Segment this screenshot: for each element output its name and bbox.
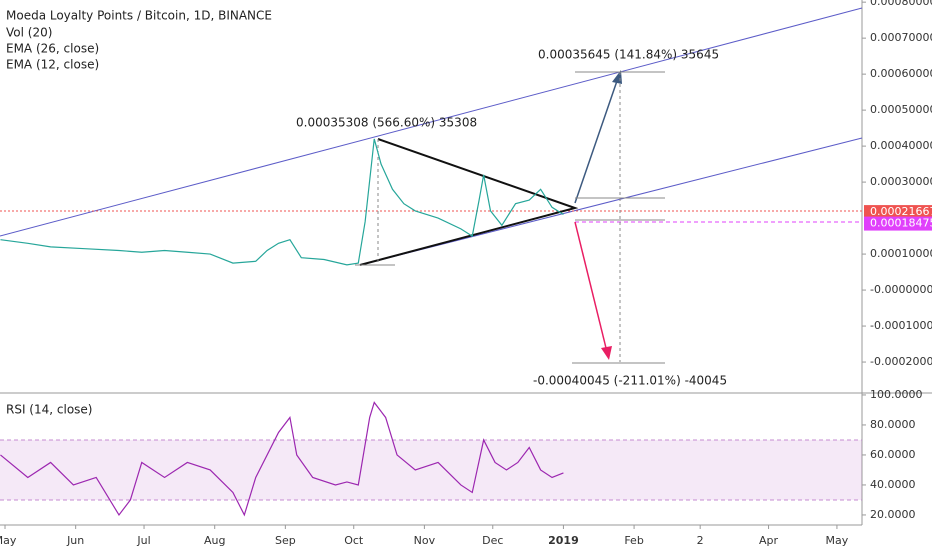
y-tick-label: 0.00050000: [870, 103, 932, 116]
triangle: [359, 138, 579, 266]
arrow: [574, 221, 608, 353]
x-tick-label: 2: [697, 534, 704, 547]
y-tick-label: -0.00000000: [870, 283, 932, 296]
arrow: [574, 77, 619, 204]
x-tick-label: Apr: [759, 534, 779, 547]
annotation: -0.00040045 (-211.01%) -40045: [533, 374, 727, 388]
price-marker: [864, 216, 932, 231]
pane-title: RSI (14, close): [6, 403, 92, 417]
y-tick-label: 100.0000: [870, 388, 923, 401]
indicator-label: EMA (12, close): [6, 58, 99, 72]
x-tick-label: Feb: [624, 534, 643, 547]
indicator-label: EMA (26, close): [6, 42, 99, 56]
y-tick-label: 60.0000: [870, 448, 916, 461]
x-tick-label: Aug: [204, 534, 225, 547]
x-tick-label: May: [0, 534, 17, 547]
price-marker: [864, 205, 932, 220]
arrowhead: [601, 346, 612, 360]
channel-line: [0, 7, 863, 237]
series-line: [0, 401, 564, 517]
price-marker-label: 0.00021667: [870, 205, 932, 218]
y-tick-label: -0.00010000: [870, 319, 932, 332]
x-tick-label: Dec: [482, 534, 503, 547]
y-tick-label: 0.00080000: [870, 0, 932, 8]
y-tick-label: 20.0000: [870, 508, 916, 521]
x-tick-label: 2019: [548, 534, 579, 547]
series-line: [0, 138, 564, 266]
y-tick-label: 0.00040000: [870, 139, 932, 152]
x-tick-label: Sep: [275, 534, 296, 547]
rsi-band: [0, 439, 862, 500]
y-tick-label: 80.0000: [870, 418, 916, 431]
x-tick-label: Jul: [136, 534, 150, 547]
y-tick-label: 0.00030000: [870, 175, 932, 188]
x-tick-label: May: [826, 534, 849, 547]
indicator-label: Vol (20): [6, 26, 52, 40]
y-tick-label: 40.0000: [870, 478, 916, 491]
x-tick-label: Oct: [344, 534, 364, 547]
y-tick-label: 0.00070000: [870, 31, 932, 44]
price-marker-label: 0.00018475: [870, 217, 932, 230]
annotation: 0.00035645 (141.84%) 35645: [538, 48, 719, 62]
annotation: 0.00035308 (566.60%) 35308: [296, 116, 477, 130]
chart-title: Moeda Loyalty Points / Bitcoin, 1D, BINA…: [6, 9, 272, 23]
y-tick-label: 0.00060000: [870, 67, 932, 80]
x-tick-label: Nov: [414, 534, 436, 547]
y-tick-label: 0.00010000: [870, 247, 932, 260]
x-tick-label: Jun: [66, 534, 84, 547]
